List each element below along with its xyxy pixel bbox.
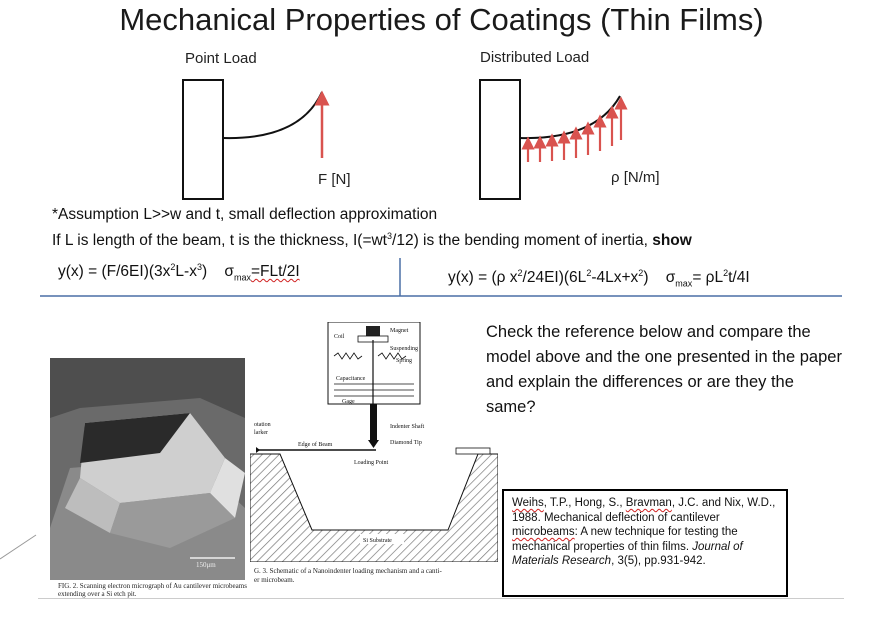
svg-text:Magnet: Magnet (390, 328, 409, 334)
sem-micrograph (50, 358, 245, 580)
beam-curve-right (519, 95, 621, 140)
svg-text:Coil: Coil (334, 334, 345, 340)
beam-curve-left (222, 91, 323, 140)
rotation-marker-label-a: otation (254, 422, 271, 428)
bottom-rule (38, 598, 844, 599)
fig3-caption-line1: G. 3. Schematic of a Nanoindenter loadin… (254, 567, 442, 575)
point-load-label: Point Load (185, 50, 257, 67)
distributed-load-equation: y(x) = (ρ x2/24EI)(6L2-4Lx+x2) σmax= ρL2… (448, 268, 750, 289)
definition-text: If L is length of the beam, t is the thi… (52, 231, 692, 250)
svg-text:Suspending: Suspending (390, 346, 418, 352)
svg-text:Spring: Spring (396, 358, 412, 364)
assumption-text: *Assumption L>>w and t, small deflection… (52, 206, 438, 223)
wall-left (182, 79, 224, 200)
svg-text:Gage: Gage (342, 399, 355, 405)
decorative-line (0, 534, 37, 560)
loading-point-label: Loading Point (354, 460, 388, 466)
fig2-caption-line1: FIG. 2. Scanning electron micrograph of … (58, 582, 247, 590)
distributed-force-label: ρ [N/m] (611, 169, 660, 186)
rotation-marker-label-b: larker (254, 430, 268, 436)
distributed-force-arrows (521, 96, 628, 162)
point-force-label: F [N] (318, 171, 351, 188)
substrate-label: Si Substrate (363, 538, 392, 544)
edge-of-beam-label: Edge of Beam (298, 441, 333, 448)
fig3-caption-line2: er microbeam. (254, 576, 295, 584)
wall-right (479, 79, 521, 200)
diamond-tip-label: Diamond Tip (390, 440, 422, 446)
scale-bar-label: 150μm (196, 561, 216, 569)
page-title: Mechanical Properties of Coatings (Thin … (119, 2, 764, 37)
svg-text:Capacitance: Capacitance (336, 376, 366, 382)
nanoindenter-schematic: Magnet Coil Suspending Spring Capacitanc… (250, 322, 498, 562)
point-load-equation: y(x) = (F/6EI)(3x2L-x3) σmax=FLt/2I (58, 262, 300, 283)
beam-diagrams (182, 79, 628, 200)
fig2-caption-line2: extending over a Si etch pit. (58, 590, 137, 598)
question-text: Check the reference below and compare th… (486, 323, 842, 416)
equation-dividers (40, 258, 842, 297)
indenter-shaft-label: Indenter Shaft (390, 423, 424, 430)
reference-box: Weihs, T.P., Hong, S., Bravman, J.C. and… (502, 489, 788, 597)
distributed-load-label: Distributed Load (480, 49, 590, 66)
